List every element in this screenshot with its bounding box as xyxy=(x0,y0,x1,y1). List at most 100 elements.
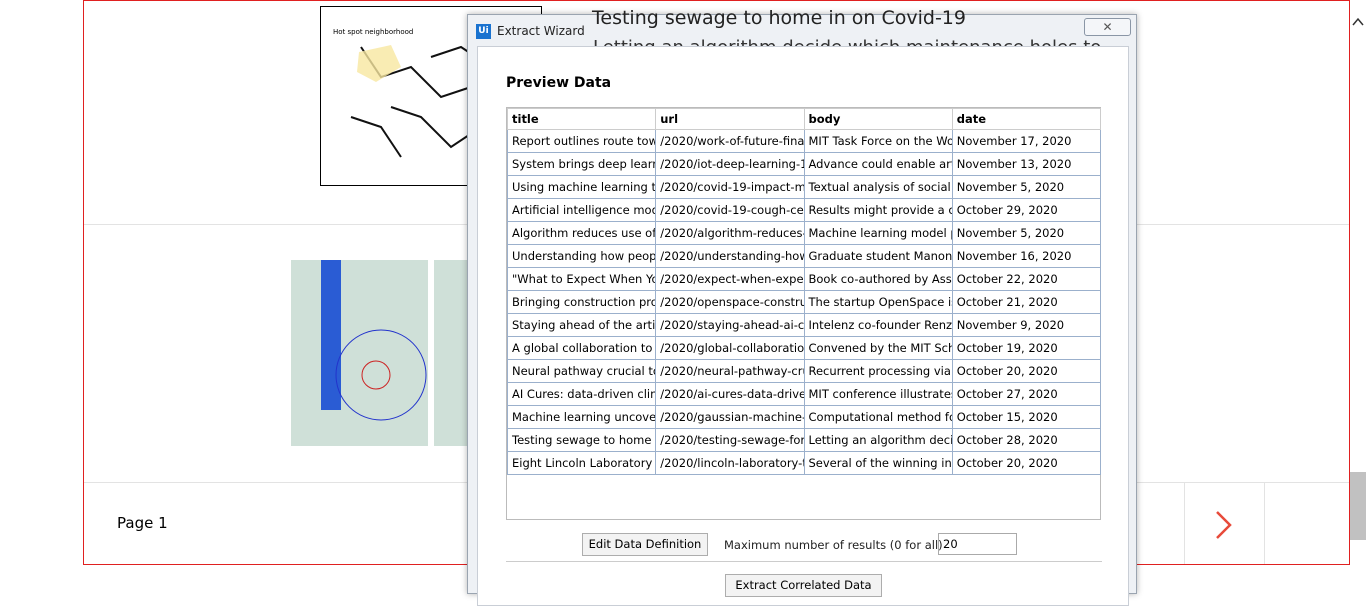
table-row: Artificial intelligence mode/2020/covid-… xyxy=(506,198,1102,222)
table-row: AI Cures: data-driven clinic/2020/ai-cur… xyxy=(506,382,1102,406)
table-cell: Testing sewage to home ir xyxy=(506,428,657,452)
header-row: title url body date xyxy=(506,108,1102,130)
table-cell: /2020/ai-cures-data-driver xyxy=(655,382,805,406)
table-cell: October 15, 2020 xyxy=(951,405,1102,429)
table-cell: Computational method for xyxy=(803,405,953,429)
table-cell: Staying ahead of the artific xyxy=(506,313,657,337)
table-cell: November 17, 2020 xyxy=(951,129,1102,153)
table-cell: /2020/global-collaboratior xyxy=(655,336,805,360)
max-label: Maximum number of results (0 for all) xyxy=(724,538,943,552)
table-cell: Textual analysis of social m xyxy=(803,175,953,199)
table-row: Understanding how people/2020/understand… xyxy=(506,244,1102,268)
table-row: Using machine learning to/2020/covid-19-… xyxy=(506,175,1102,199)
table-cell: October 19, 2020 xyxy=(951,336,1102,360)
table-cell: October 20, 2020 xyxy=(951,451,1102,475)
table-cell: The startup OpenSpace is xyxy=(803,290,953,314)
table-cell: November 13, 2020 xyxy=(951,152,1102,176)
table-cell: Letting an algorithm decid xyxy=(803,428,953,452)
column-header: date xyxy=(951,108,1102,130)
table-cell: /2020/covid-19-impact-me xyxy=(655,175,805,199)
map-caption: Hot spot neighborhood xyxy=(333,28,414,36)
page: Hot spot neighborhood Page 1 Ui Extract … xyxy=(83,0,1366,606)
table-cell: Eight Lincoln Laboratory te xyxy=(506,451,657,475)
column-header: body xyxy=(803,108,953,130)
table-cell: System brings deep learnir xyxy=(506,152,657,176)
table-row: Report outlines route towa/2020/work-of-… xyxy=(506,129,1102,153)
table-cell: Several of the winning innc xyxy=(803,451,953,475)
pager-label: Page 1 xyxy=(117,514,168,532)
table-cell: "What to Expect When You xyxy=(506,267,657,291)
table-cell: /2020/openspace-construc xyxy=(655,290,805,314)
table-cell: October 27, 2020 xyxy=(951,382,1102,406)
dialog-title: Extract Wizard xyxy=(497,24,585,38)
table-cell: /2020/algorithm-reduces-u xyxy=(655,221,805,245)
table-cell: November 16, 2020 xyxy=(951,244,1102,268)
separator xyxy=(506,561,1102,562)
table-row: "What to Expect When You/2020/expect-whe… xyxy=(506,267,1102,291)
table-row: Algorithm reduces use of r/2020/algorith… xyxy=(506,221,1102,245)
table-cell: Understanding how people xyxy=(506,244,657,268)
table-cell: /2020/expect-when-expect xyxy=(655,267,805,291)
table-cell: /2020/testing-sewage-for- xyxy=(655,428,805,452)
table-row: Staying ahead of the artific/2020/stayin… xyxy=(506,313,1102,337)
column-header: url xyxy=(655,108,805,130)
table-cell: October 20, 2020 xyxy=(951,359,1102,383)
preview-table: title url body date Report outlines route to… xyxy=(506,108,1102,475)
next-page-arrow[interactable] xyxy=(1214,510,1234,540)
table-cell: AI Cures: data-driven clinic xyxy=(506,382,657,406)
table-cell: November 5, 2020 xyxy=(951,175,1102,199)
scroll-up[interactable] xyxy=(1351,16,1365,28)
table-cell: /2020/covid-19-cough-cell xyxy=(655,198,805,222)
dialog-heading: Preview Data xyxy=(506,75,612,91)
edit-button[interactable]: Edit Data Definition xyxy=(582,533,708,556)
table-cell: October 29, 2020 xyxy=(951,198,1102,222)
table-cell: /2020/work-of-future-final xyxy=(655,129,805,153)
table-row: System brings deep learnir/2020/iot-deep… xyxy=(506,152,1102,176)
article-title: Testing sewage to home in on Covid-19 xyxy=(592,7,966,29)
table-cell: Convened by the MIT Schw xyxy=(803,336,953,360)
table-box: title url body date Report outlines route to… xyxy=(506,107,1102,520)
scrollbar-thumb[interactable] xyxy=(1350,472,1366,540)
table-row: A global collaboration to n/2020/global-… xyxy=(506,336,1102,360)
table-row: Machine learning uncovers/2020/gaussian-… xyxy=(506,405,1102,429)
table-cell: Using machine learning to xyxy=(506,175,657,199)
max-input[interactable]: 20 xyxy=(938,533,1017,555)
table-cell: Report outlines route towa xyxy=(506,129,657,153)
table-cell: /2020/neural-pathway-cru xyxy=(655,359,805,383)
table-cell: Recurrent processing via p xyxy=(803,359,953,383)
table-row: Bringing construction proj/2020/openspac… xyxy=(506,290,1102,314)
table-cell: Algorithm reduces use of r xyxy=(506,221,657,245)
table-cell: MIT Task Force on the Wor xyxy=(803,129,953,153)
table-cell: /2020/gaussian-machine-le xyxy=(655,405,805,429)
table-cell: /2020/iot-deep-learning-1 xyxy=(655,152,805,176)
close-button[interactable]: ✕ xyxy=(1084,18,1131,36)
table-cell: Graduate student Manon F xyxy=(803,244,953,268)
table-cell: MIT conference illustrates xyxy=(803,382,953,406)
correlated-button[interactable]: Extract Correlated Data xyxy=(725,574,882,597)
table-cell: /2020/understanding-how xyxy=(655,244,805,268)
table-cell: Advance could enable artif xyxy=(803,152,953,176)
heatmap-image xyxy=(434,260,470,446)
heatmap-image xyxy=(291,260,428,446)
dialog: Ui Extract Wizard ✕ Letting an algorithm… xyxy=(467,14,1137,606)
table-cell: /2020/lincoln-laboratory-te xyxy=(655,451,805,475)
table-cell: Machine learning uncovers xyxy=(506,405,657,429)
table-cell: Bringing construction proj xyxy=(506,290,657,314)
divider xyxy=(1264,483,1265,564)
table-cell: Neural pathway crucial to s xyxy=(506,359,657,383)
table-cell: A global collaboration to n xyxy=(506,336,657,360)
table-cell: October 21, 2020 xyxy=(951,290,1102,314)
divider xyxy=(1184,483,1185,564)
map-drawing xyxy=(350,45,492,158)
table-cell: October 22, 2020 xyxy=(951,267,1102,291)
table-cell: Artificial intelligence mode xyxy=(506,198,657,222)
table-cell: Machine learning model pi xyxy=(803,221,953,245)
table-cell: Intelenz co-founder Renzo xyxy=(803,313,953,337)
table-row: Eight Lincoln Laboratory te/2020/lincoln… xyxy=(506,451,1102,475)
table-cell: November 9, 2020 xyxy=(951,313,1102,337)
dialog-icon: Ui xyxy=(476,24,491,39)
table-row: Neural pathway crucial to s/2020/neural-… xyxy=(506,359,1102,383)
column-header: title xyxy=(506,108,657,130)
table-cell: October 28, 2020 xyxy=(951,428,1102,452)
table-cell: November 5, 2020 xyxy=(951,221,1102,245)
